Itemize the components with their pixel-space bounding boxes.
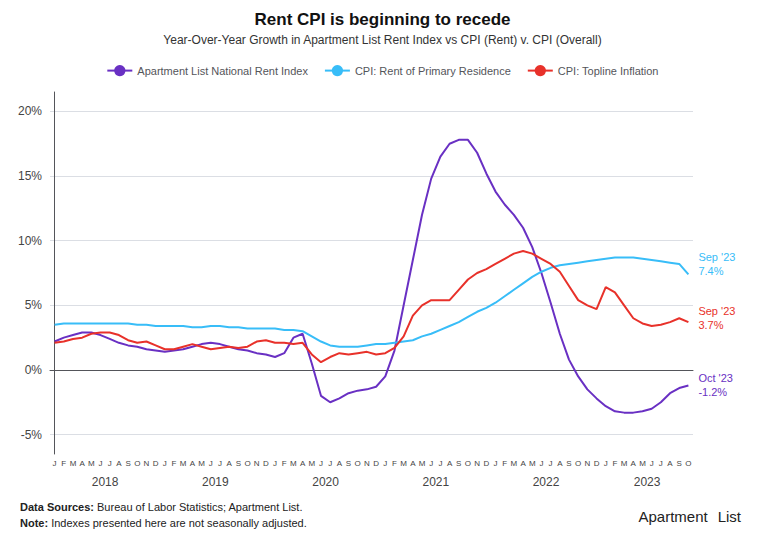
svg-text:A: A — [557, 459, 563, 468]
svg-text:D: D — [483, 459, 489, 468]
svg-text:J: J — [99, 459, 103, 468]
svg-text:J: J — [209, 459, 213, 468]
svg-text:O: O — [134, 459, 140, 468]
svg-text:O: O — [575, 459, 581, 468]
svg-text:Bureau of Labor Statistics; Ap: Bureau of Labor Statistics; Apartment Li… — [94, 501, 303, 513]
svg-text:J: J — [319, 459, 323, 468]
svg-text:3.7%: 3.7% — [698, 319, 723, 331]
svg-text:A: A — [667, 459, 673, 468]
svg-text:M: M — [290, 459, 297, 468]
svg-text:J: J — [429, 459, 433, 468]
svg-text:7.4%: 7.4% — [698, 265, 723, 277]
svg-text:20%: 20% — [18, 104, 42, 118]
svg-text:Rent CPI is beginning to reced: Rent CPI is beginning to recede — [255, 10, 511, 29]
svg-text:M: M — [88, 459, 95, 468]
svg-text:F: F — [61, 459, 66, 468]
svg-text:A: A — [190, 459, 196, 468]
svg-text:M: M — [511, 459, 518, 468]
svg-text:O: O — [355, 459, 361, 468]
svg-text:A: A — [300, 459, 306, 468]
svg-text:J: J — [650, 459, 654, 468]
svg-text:N: N — [364, 459, 370, 468]
svg-text:M: M — [419, 459, 426, 468]
svg-text:S: S — [566, 459, 571, 468]
svg-text:S: S — [125, 459, 130, 468]
svg-text:S: S — [346, 459, 351, 468]
svg-text:Sep '23: Sep '23 — [698, 251, 735, 263]
svg-text:J: J — [328, 459, 332, 468]
svg-text:Note:: Note: — [20, 517, 48, 529]
svg-text:-1.2%: -1.2% — [698, 386, 727, 398]
svg-text:S: S — [456, 459, 461, 468]
svg-text:5%: 5% — [25, 298, 43, 312]
svg-text:Indexes presented here are not: Indexes presented here are not seasonall… — [48, 517, 307, 529]
svg-text:J: J — [218, 459, 222, 468]
svg-text:D: D — [373, 459, 379, 468]
svg-text:10%: 10% — [18, 234, 42, 248]
svg-text:M: M — [180, 459, 187, 468]
svg-text:J: J — [438, 459, 442, 468]
svg-text:A: A — [79, 459, 85, 468]
svg-text:F: F — [392, 459, 397, 468]
svg-text:A: A — [226, 459, 232, 468]
svg-text:CPI: Topline Inflation: CPI: Topline Inflation — [558, 65, 659, 77]
svg-text:J: J — [108, 459, 112, 468]
svg-text:Sep '23: Sep '23 — [698, 305, 735, 317]
svg-text:O: O — [465, 459, 471, 468]
svg-text:D: D — [263, 459, 269, 468]
svg-text:N: N — [474, 459, 480, 468]
svg-text:D: D — [594, 459, 600, 468]
svg-text:Oct '23: Oct '23 — [698, 372, 733, 384]
svg-text:15%: 15% — [18, 169, 42, 183]
svg-text:2018: 2018 — [92, 475, 119, 489]
svg-text:D: D — [153, 459, 159, 468]
svg-text:2022: 2022 — [533, 475, 560, 489]
svg-text:F: F — [502, 459, 507, 468]
svg-text:J: J — [604, 459, 608, 468]
svg-text:2019: 2019 — [202, 475, 229, 489]
svg-text:N: N — [144, 459, 150, 468]
svg-text:J: J — [53, 459, 57, 468]
svg-text:M: M — [70, 459, 77, 468]
svg-text:M: M — [639, 459, 646, 468]
svg-text:O: O — [685, 459, 691, 468]
svg-text:A: A — [631, 459, 637, 468]
svg-text:F: F — [172, 459, 177, 468]
svg-text:N: N — [254, 459, 260, 468]
svg-text:-5%: -5% — [21, 428, 43, 442]
svg-text:N: N — [584, 459, 590, 468]
svg-text:2021: 2021 — [422, 475, 449, 489]
svg-text:0%: 0% — [25, 363, 43, 377]
svg-text:2023: 2023 — [634, 475, 661, 489]
svg-text:Data Sources:: Data Sources: — [20, 501, 94, 513]
svg-text:F: F — [612, 459, 617, 468]
svg-text:A: A — [447, 459, 453, 468]
svg-text:S: S — [236, 459, 241, 468]
svg-text:M: M — [198, 459, 205, 468]
svg-text:J: J — [383, 459, 387, 468]
svg-text:J: J — [549, 459, 553, 468]
svg-text:A: A — [410, 459, 416, 468]
svg-text:M: M — [308, 459, 315, 468]
svg-text:A: A — [116, 459, 122, 468]
svg-text:M: M — [529, 459, 536, 468]
svg-text:J: J — [494, 459, 498, 468]
svg-text:M: M — [621, 459, 628, 468]
svg-text:J: J — [273, 459, 277, 468]
svg-text:2020: 2020 — [312, 475, 339, 489]
svg-text:J: J — [539, 459, 543, 468]
svg-text:Apartment: Apartment — [638, 508, 708, 525]
svg-text:A: A — [520, 459, 526, 468]
svg-text:Apartment List National Rent I: Apartment List National Rent Index — [137, 65, 308, 77]
svg-text:M: M — [400, 459, 407, 468]
svg-text:CPI: Rent of Primary Residence: CPI: Rent of Primary Residence — [355, 65, 511, 77]
svg-text:F: F — [282, 459, 287, 468]
svg-text:J: J — [163, 459, 167, 468]
svg-text:A: A — [337, 459, 343, 468]
svg-text:Year-Over-Year Growth in Apart: Year-Over-Year Growth in Apartment List … — [163, 33, 601, 47]
svg-text:S: S — [677, 459, 682, 468]
svg-text:O: O — [244, 459, 250, 468]
svg-text:List: List — [718, 508, 742, 525]
svg-text:J: J — [659, 459, 663, 468]
